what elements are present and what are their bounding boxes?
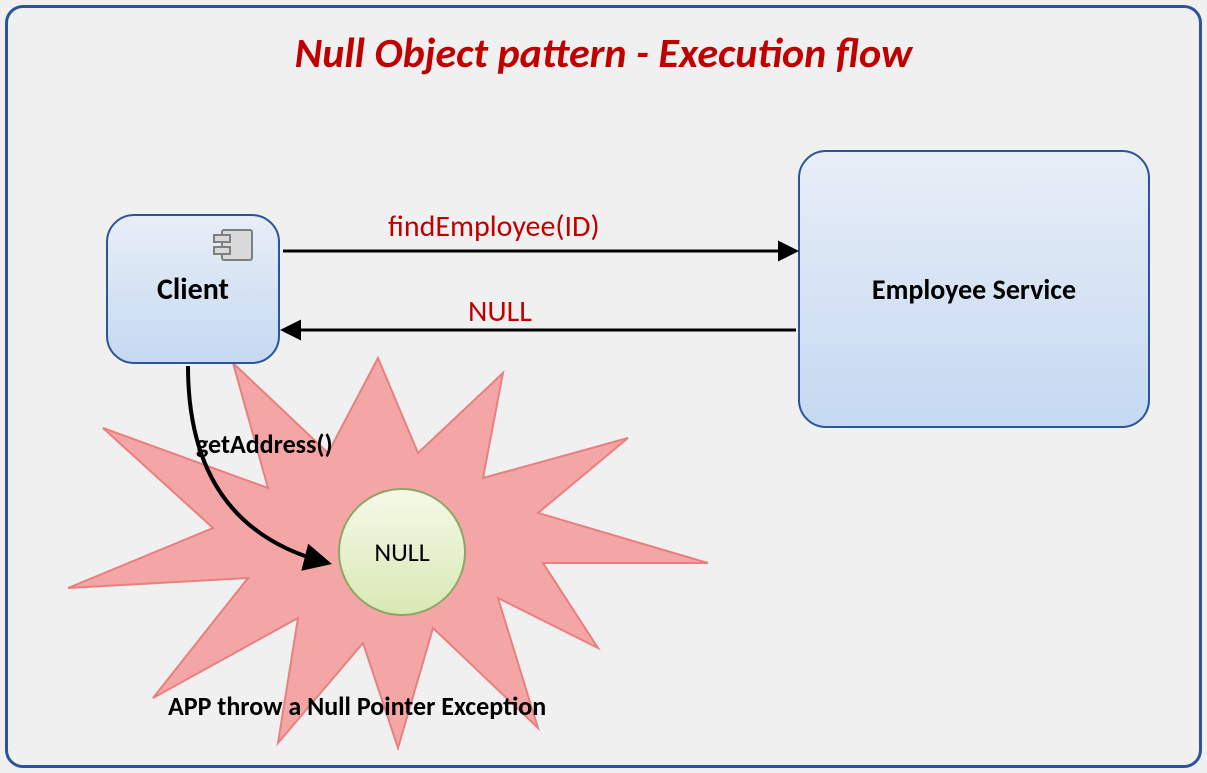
null-circle-label: NULL — [374, 536, 429, 568]
get-address-label: getAddress() — [196, 428, 333, 460]
client-label: Client — [157, 271, 229, 308]
diagram-frame: Null Object pattern - Execution flow Cli… — [5, 5, 1202, 768]
find-employee-label: findEmployee(ID) — [388, 208, 600, 245]
client-node: Client — [106, 214, 280, 364]
service-label: Employee Service — [872, 272, 1076, 307]
diagram-title: Null Object pattern - Execution flow — [8, 28, 1199, 79]
return-null-label: NULL — [468, 293, 532, 330]
component-icon — [212, 228, 256, 264]
exception-caption: APP throw a Null Pointer Exception — [168, 690, 546, 722]
null-circle: NULL — [338, 488, 466, 616]
service-node: Employee Service — [798, 150, 1150, 428]
